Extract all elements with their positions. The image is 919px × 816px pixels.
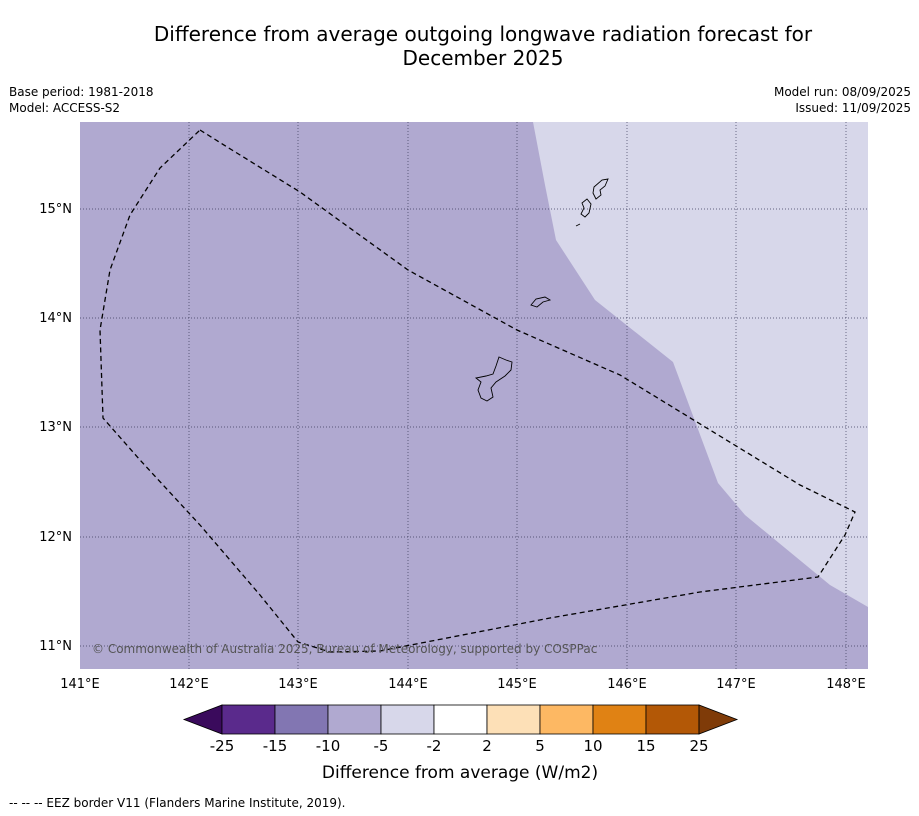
gridlines — [80, 122, 868, 669]
colorbar-segment — [645, 704, 700, 735]
meta-left: Base period: 1981-2018 Model: ACCESS-S2 — [9, 84, 154, 116]
base-period: Base period: 1981-2018 — [9, 85, 154, 99]
lon-label: 146°E — [607, 677, 647, 692]
lon-label: 143°E — [278, 677, 318, 692]
colorbar — [182, 704, 739, 735]
map-title: Difference from average outgoing longwav… — [0, 22, 919, 70]
aguijan-island — [575, 223, 581, 227]
issued-date: Issued: 11/09/2025 — [795, 101, 911, 115]
colorbar-tick-label: 5 — [535, 737, 545, 755]
colorbar-tick-label: 15 — [636, 737, 655, 755]
colorbar-arrow-min — [182, 704, 223, 735]
colorbar-tick-label: 2 — [482, 737, 492, 755]
saipan-island — [592, 178, 609, 200]
colorbar-segment — [592, 704, 647, 735]
eez-border — [99, 129, 856, 653]
lat-label: 15°N — [39, 202, 72, 217]
lon-label: 141°E — [60, 677, 100, 692]
colorbar-ticks: -25 -15 -10 -5 -2 2 5 10 15 25 — [210, 737, 709, 755]
colorbar-segment — [221, 704, 276, 735]
lat-label: 12°N — [39, 530, 72, 545]
tinian-island — [580, 198, 592, 218]
title-line-1: Difference from average outgoing longwav… — [153, 22, 813, 46]
colorbar-tick-label: -25 — [210, 737, 235, 755]
lat-label: 11°N — [39, 639, 72, 654]
lon-label: 145°E — [497, 677, 537, 692]
lon-label: 147°E — [716, 677, 756, 692]
eez-footnote: -- -- -- EEZ border V11 (Flanders Marine… — [9, 796, 346, 810]
lon-label: 142°E — [169, 677, 209, 692]
colorbar-tick-label: 10 — [583, 737, 602, 755]
rota-island — [530, 296, 552, 308]
lat-label: 14°N — [39, 311, 72, 326]
colorbar-segment — [433, 704, 488, 735]
colorbar-label: Difference from average (W/m2) — [322, 763, 598, 783]
colorbar-tick-label: -2 — [427, 737, 442, 755]
anomaly-field-light — [533, 122, 868, 607]
copyright-text: © Commonwealth of Australia 2025, Bureau… — [92, 642, 597, 656]
colorbar-tick-label: -5 — [374, 737, 389, 755]
lon-label: 144°E — [388, 677, 428, 692]
colorbar-segment — [380, 704, 435, 735]
colorbar-segment — [539, 704, 594, 735]
islands — [474, 178, 609, 402]
colorbar-tick-label: 25 — [689, 737, 708, 755]
colorbar-tick-label: -10 — [316, 737, 341, 755]
colorbar-segment — [274, 704, 329, 735]
lon-label: 148°E — [826, 677, 866, 692]
meta-right: Model run: 08/09/2025 Issued: 11/09/2025 — [774, 84, 911, 116]
map-plot: © Commonwealth of Australia 2025, Bureau… — [80, 122, 868, 669]
model-run: Model run: 08/09/2025 — [773, 85, 911, 99]
title-line-2: December 2025 — [402, 46, 564, 70]
lon-labels: 141°E 142°E 143°E 144°E 145°E 146°E 147°… — [60, 677, 866, 692]
guam-island — [474, 356, 513, 402]
lat-label: 13°N — [39, 420, 72, 435]
colorbar-segment — [327, 704, 382, 735]
colorbar-tick-label: -15 — [263, 737, 288, 755]
model-name: Model: ACCESS-S2 — [9, 101, 121, 115]
colorbar-segment — [486, 704, 541, 735]
lat-labels: 15°N 14°N 13°N 12°N 11°N — [39, 202, 72, 654]
colorbar-arrow-max — [698, 704, 739, 735]
